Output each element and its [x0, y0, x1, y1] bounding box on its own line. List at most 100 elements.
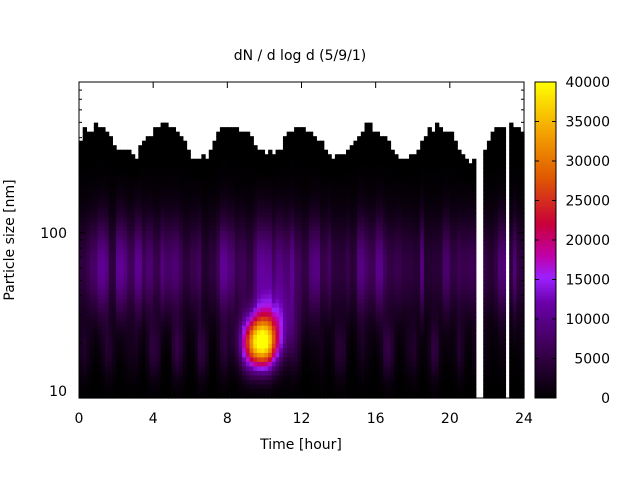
heatmap-cell [153, 303, 158, 309]
heatmap-cell [379, 190, 384, 196]
heatmap-cell [149, 217, 154, 223]
heatmap-cell [197, 357, 202, 363]
heatmap-cell [138, 330, 143, 336]
heatmap-cell [397, 158, 403, 164]
heatmap-cell [164, 230, 169, 237]
heatmap-cell [327, 276, 332, 282]
heatmap-cell [327, 393, 332, 399]
heatmap-cell [142, 158, 147, 164]
heatmap-cell [116, 217, 121, 223]
heatmap-cell [79, 379, 84, 386]
heatmap-cell [168, 307, 173, 313]
heatmap-cell [168, 334, 173, 340]
heatmap-cell [301, 289, 306, 295]
heatmap-cell [260, 361, 266, 367]
heatmap-cell [357, 334, 362, 340]
heatmap-cell [171, 271, 177, 277]
heatmap-cell [227, 276, 232, 282]
heatmap-cell [156, 262, 162, 268]
heatmap-cell [257, 172, 262, 178]
heatmap-cell [197, 194, 202, 200]
heatmap-cell [294, 136, 299, 142]
heatmap-cell [208, 253, 214, 259]
heatmap-cell [268, 240, 273, 246]
heatmap-cell [82, 357, 88, 363]
heatmap-cell [97, 312, 102, 318]
heatmap-cell [334, 244, 340, 250]
heatmap-cell [171, 181, 177, 187]
heatmap-cell [175, 321, 180, 327]
heatmap-cell [286, 262, 291, 268]
heatmap-cell [257, 312, 262, 318]
heatmap-cell [175, 190, 180, 196]
heatmap-cell [79, 321, 84, 327]
heatmap-cell [279, 334, 284, 340]
heatmap-cell [179, 199, 184, 205]
heatmap-cell [290, 339, 295, 345]
heatmap-cell [349, 217, 355, 223]
heatmap-cell [149, 145, 154, 151]
heatmap-cell [338, 343, 343, 349]
heatmap-cell [119, 316, 125, 322]
heatmap-cell [79, 280, 84, 286]
heatmap-cell [168, 249, 173, 255]
heatmap-cell [108, 190, 113, 196]
heatmap-cell [260, 149, 266, 155]
heatmap-cell [119, 334, 125, 340]
heatmap-cell [308, 244, 314, 250]
heatmap-cell [190, 312, 195, 318]
heatmap-cell [397, 303, 403, 309]
heatmap-cell [312, 334, 317, 340]
heatmap-cell [208, 199, 214, 205]
heatmap-cell [104, 330, 110, 336]
heatmap-cell [371, 294, 377, 300]
heatmap-cell [182, 276, 188, 282]
heatmap-cell [82, 339, 88, 345]
heatmap-cell [323, 154, 329, 160]
heatmap-cell [160, 163, 165, 169]
heatmap-cell [171, 289, 177, 295]
heatmap-cell [208, 176, 214, 182]
heatmap-cell [182, 267, 188, 273]
heatmap-cell [90, 352, 95, 358]
heatmap-cell [323, 262, 329, 268]
heatmap-cell [101, 352, 106, 358]
heatmap-cell [90, 271, 95, 277]
heatmap-cell [271, 172, 277, 178]
heatmap-cell [186, 334, 191, 340]
heatmap-cell [368, 393, 373, 399]
heatmap-cell [294, 212, 299, 219]
heatmap-cell [294, 303, 299, 309]
heatmap-cell [82, 185, 88, 191]
heatmap-cell [201, 221, 206, 228]
heatmap-cell [279, 321, 284, 327]
heatmap-cell [353, 163, 358, 169]
heatmap-cell [282, 325, 288, 331]
heatmap-cell [205, 388, 210, 395]
heatmap-cell [160, 212, 165, 219]
heatmap-cell [104, 212, 110, 219]
heatmap-cell [375, 312, 380, 318]
heatmap-cell [205, 190, 210, 196]
heatmap-cell [383, 303, 388, 309]
heatmap-cell [93, 339, 99, 345]
heatmap-cell [104, 384, 110, 390]
heatmap-cell [301, 366, 306, 372]
heatmap-cell [227, 181, 232, 187]
heatmap-cell [323, 158, 329, 164]
heatmap-cell [160, 181, 165, 187]
heatmap-cell [360, 199, 366, 205]
heatmap-cell [375, 140, 380, 146]
heatmap-cell [234, 294, 240, 300]
heatmap-cell [323, 240, 329, 246]
heatmap-cell [260, 280, 266, 286]
heatmap-cell [119, 208, 125, 214]
heatmap-cell [334, 181, 340, 187]
heatmap-cell [212, 321, 217, 327]
heatmap-cell [227, 230, 232, 237]
heatmap-cell [297, 267, 303, 273]
heatmap-cell [331, 312, 336, 318]
heatmap-cell [264, 190, 269, 196]
heatmap-cell [142, 199, 147, 205]
heatmap-cell [268, 366, 273, 372]
